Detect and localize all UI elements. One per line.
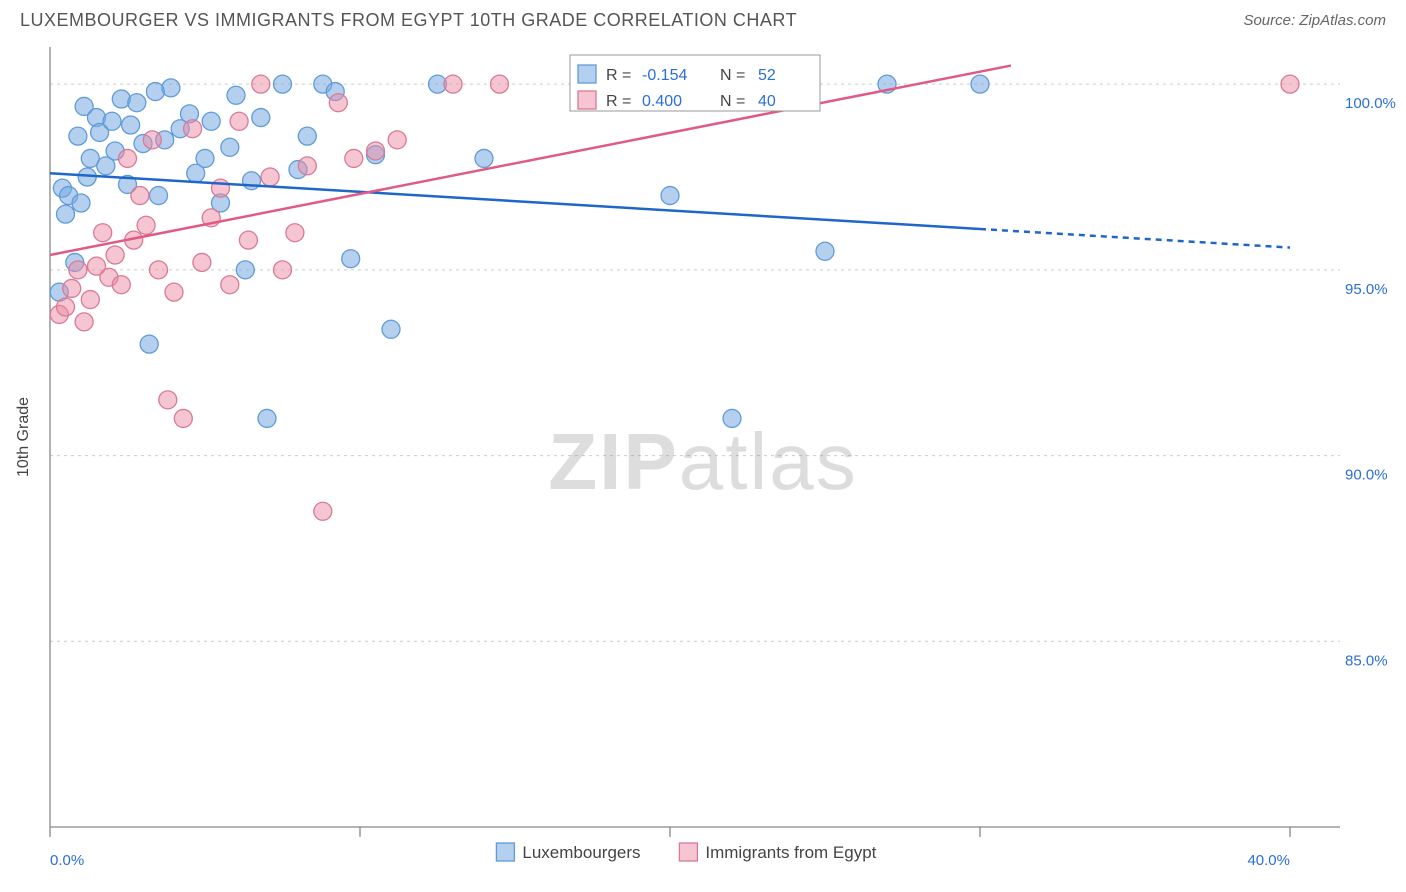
legend-swatch [496,843,514,861]
scatter-point [193,253,211,271]
chart-container: 85.0% 90.0% 95.0% 100.0% 0.0% 40.0% 10th Grade… [0,37,1406,887]
scatter-point [239,231,257,249]
scatter-point [444,75,462,93]
legend-r-label: R = [606,67,631,84]
y-tick-label: 100.0% [1345,95,1396,112]
scatter-point [119,149,137,167]
source-attribution: Source: ZipAtlas.com [1243,12,1386,29]
y-tick-label: 90.0% [1345,467,1388,484]
scatter-point [329,94,347,112]
scatter-point [382,320,400,338]
scatter-point [342,250,360,268]
scatter-point [137,216,155,234]
y-axis-label: 10th Grade [15,397,32,477]
scatter-point [143,131,161,149]
scatter-point [475,149,493,167]
legend-n-value: 52 [758,67,776,84]
scatter-point [274,75,292,93]
scatter-point [298,157,316,175]
legend-n-label: N = [720,93,745,110]
scatter-point [816,242,834,260]
scatter-point [274,261,292,279]
scatter-point [103,112,121,130]
legend-n-value: 40 [758,93,776,110]
correlation-scatter-chart: 85.0% 90.0% 95.0% 100.0% 0.0% 40.0% 10th Grade… [0,37,1406,887]
legend-swatch [578,65,596,83]
y-tick-label: 95.0% [1345,281,1388,298]
scatter-point [131,187,149,205]
scatter-point [94,224,112,242]
trend-line-extrapolated [980,229,1290,248]
legend-r-value: 0.400 [642,93,682,110]
scatter-point [196,149,214,167]
scatter-point [106,246,124,264]
scatter-point [112,276,130,294]
legend-swatch [679,843,697,861]
y-tick-label: 85.0% [1345,652,1388,669]
scatter-point [57,298,75,316]
scatter-point [221,138,239,156]
scatter-point [57,205,75,223]
scatter-point [202,112,220,130]
scatter-point [298,127,316,145]
scatter-point [165,283,183,301]
legend-swatch [578,91,596,109]
scatter-point [314,502,332,520]
scatter-point [230,112,248,130]
scatter-point [971,75,989,93]
legend-n-label: N = [720,67,745,84]
scatter-point [140,335,158,353]
scatter-point [184,120,202,138]
scatter-point [1281,75,1299,93]
scatter-point [227,86,245,104]
scatter-point [159,391,177,409]
scatter-point [212,179,230,197]
chart-title: LUXEMBOURGER VS IMMIGRANTS FROM EGYPT 10… [20,10,797,31]
scatter-point [150,261,168,279]
scatter-point [723,409,741,427]
scatter-point [150,187,168,205]
scatter-point [72,194,90,212]
scatter-point [243,172,261,190]
scatter-point [258,409,276,427]
scatter-point [69,261,87,279]
scatter-point [162,79,180,97]
scatter-point [128,94,146,112]
scatter-point [491,75,509,93]
scatter-point [286,224,304,242]
scatter-point [221,276,239,294]
legend-r-label: R = [606,93,631,110]
scatter-point [345,149,363,167]
legend-series-label: Luxembourgers [522,843,640,862]
legend-r-value: -0.154 [642,67,687,84]
scatter-point [174,409,192,427]
trend-line [50,66,1011,255]
scatter-point [252,109,270,127]
scatter-point [63,279,81,297]
x-tick-label: 0.0% [50,852,84,869]
scatter-point [75,313,93,331]
scatter-point [388,131,406,149]
scatter-point [367,142,385,160]
trend-line [50,173,980,229]
scatter-point [81,291,99,309]
x-tick-label: 40.0% [1247,852,1290,869]
scatter-point [236,261,254,279]
scatter-point [252,75,270,93]
scatter-point [661,187,679,205]
scatter-point [261,168,279,186]
legend-series-label: Immigrants from Egypt [705,843,876,862]
scatter-point [122,116,140,134]
scatter-point [69,127,87,145]
